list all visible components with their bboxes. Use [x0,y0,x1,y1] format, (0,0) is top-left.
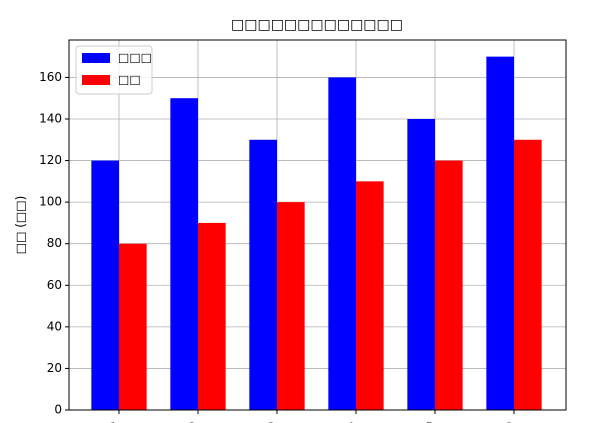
legend-swatch [82,53,110,63]
bar [198,222,226,410]
y-tick-label: 120 [39,153,62,167]
bar [91,160,119,410]
chart-title: □□□□□□□□□□□□□ [231,17,403,33]
bar [277,202,305,410]
y-tick-label: 40 [47,319,62,333]
y-tick-label: 0 [54,403,62,417]
bar [435,160,463,410]
bar [328,77,356,410]
y-tick-label: 140 [39,111,62,125]
x-tick-label: 6□ [505,421,524,423]
y-tick-label: 20 [47,361,62,375]
legend-swatch [82,75,110,85]
bar [514,139,542,411]
x-tick-label: 1□ [110,421,129,423]
legend-label: □□ [118,73,141,87]
y-tick-label: 100 [39,195,62,209]
axes-frame [68,39,567,411]
bar [407,118,435,410]
bar [119,243,147,410]
x-tick-label: 3□ [268,421,287,423]
legend-label: □□□ [118,51,152,65]
x-tick-label: 2□ [189,421,208,423]
x-tick-label: 5□ [426,421,445,423]
y-tick-label: 80 [47,236,62,250]
y-tick-label: 160 [39,70,62,84]
bar [249,139,277,411]
bar [486,56,514,411]
bar [356,181,384,410]
y-tick-label: 60 [47,278,62,292]
bar [170,98,198,411]
x-tick-label: 4□ [347,421,366,423]
y-axis-label: □□ (□□) [14,196,28,255]
